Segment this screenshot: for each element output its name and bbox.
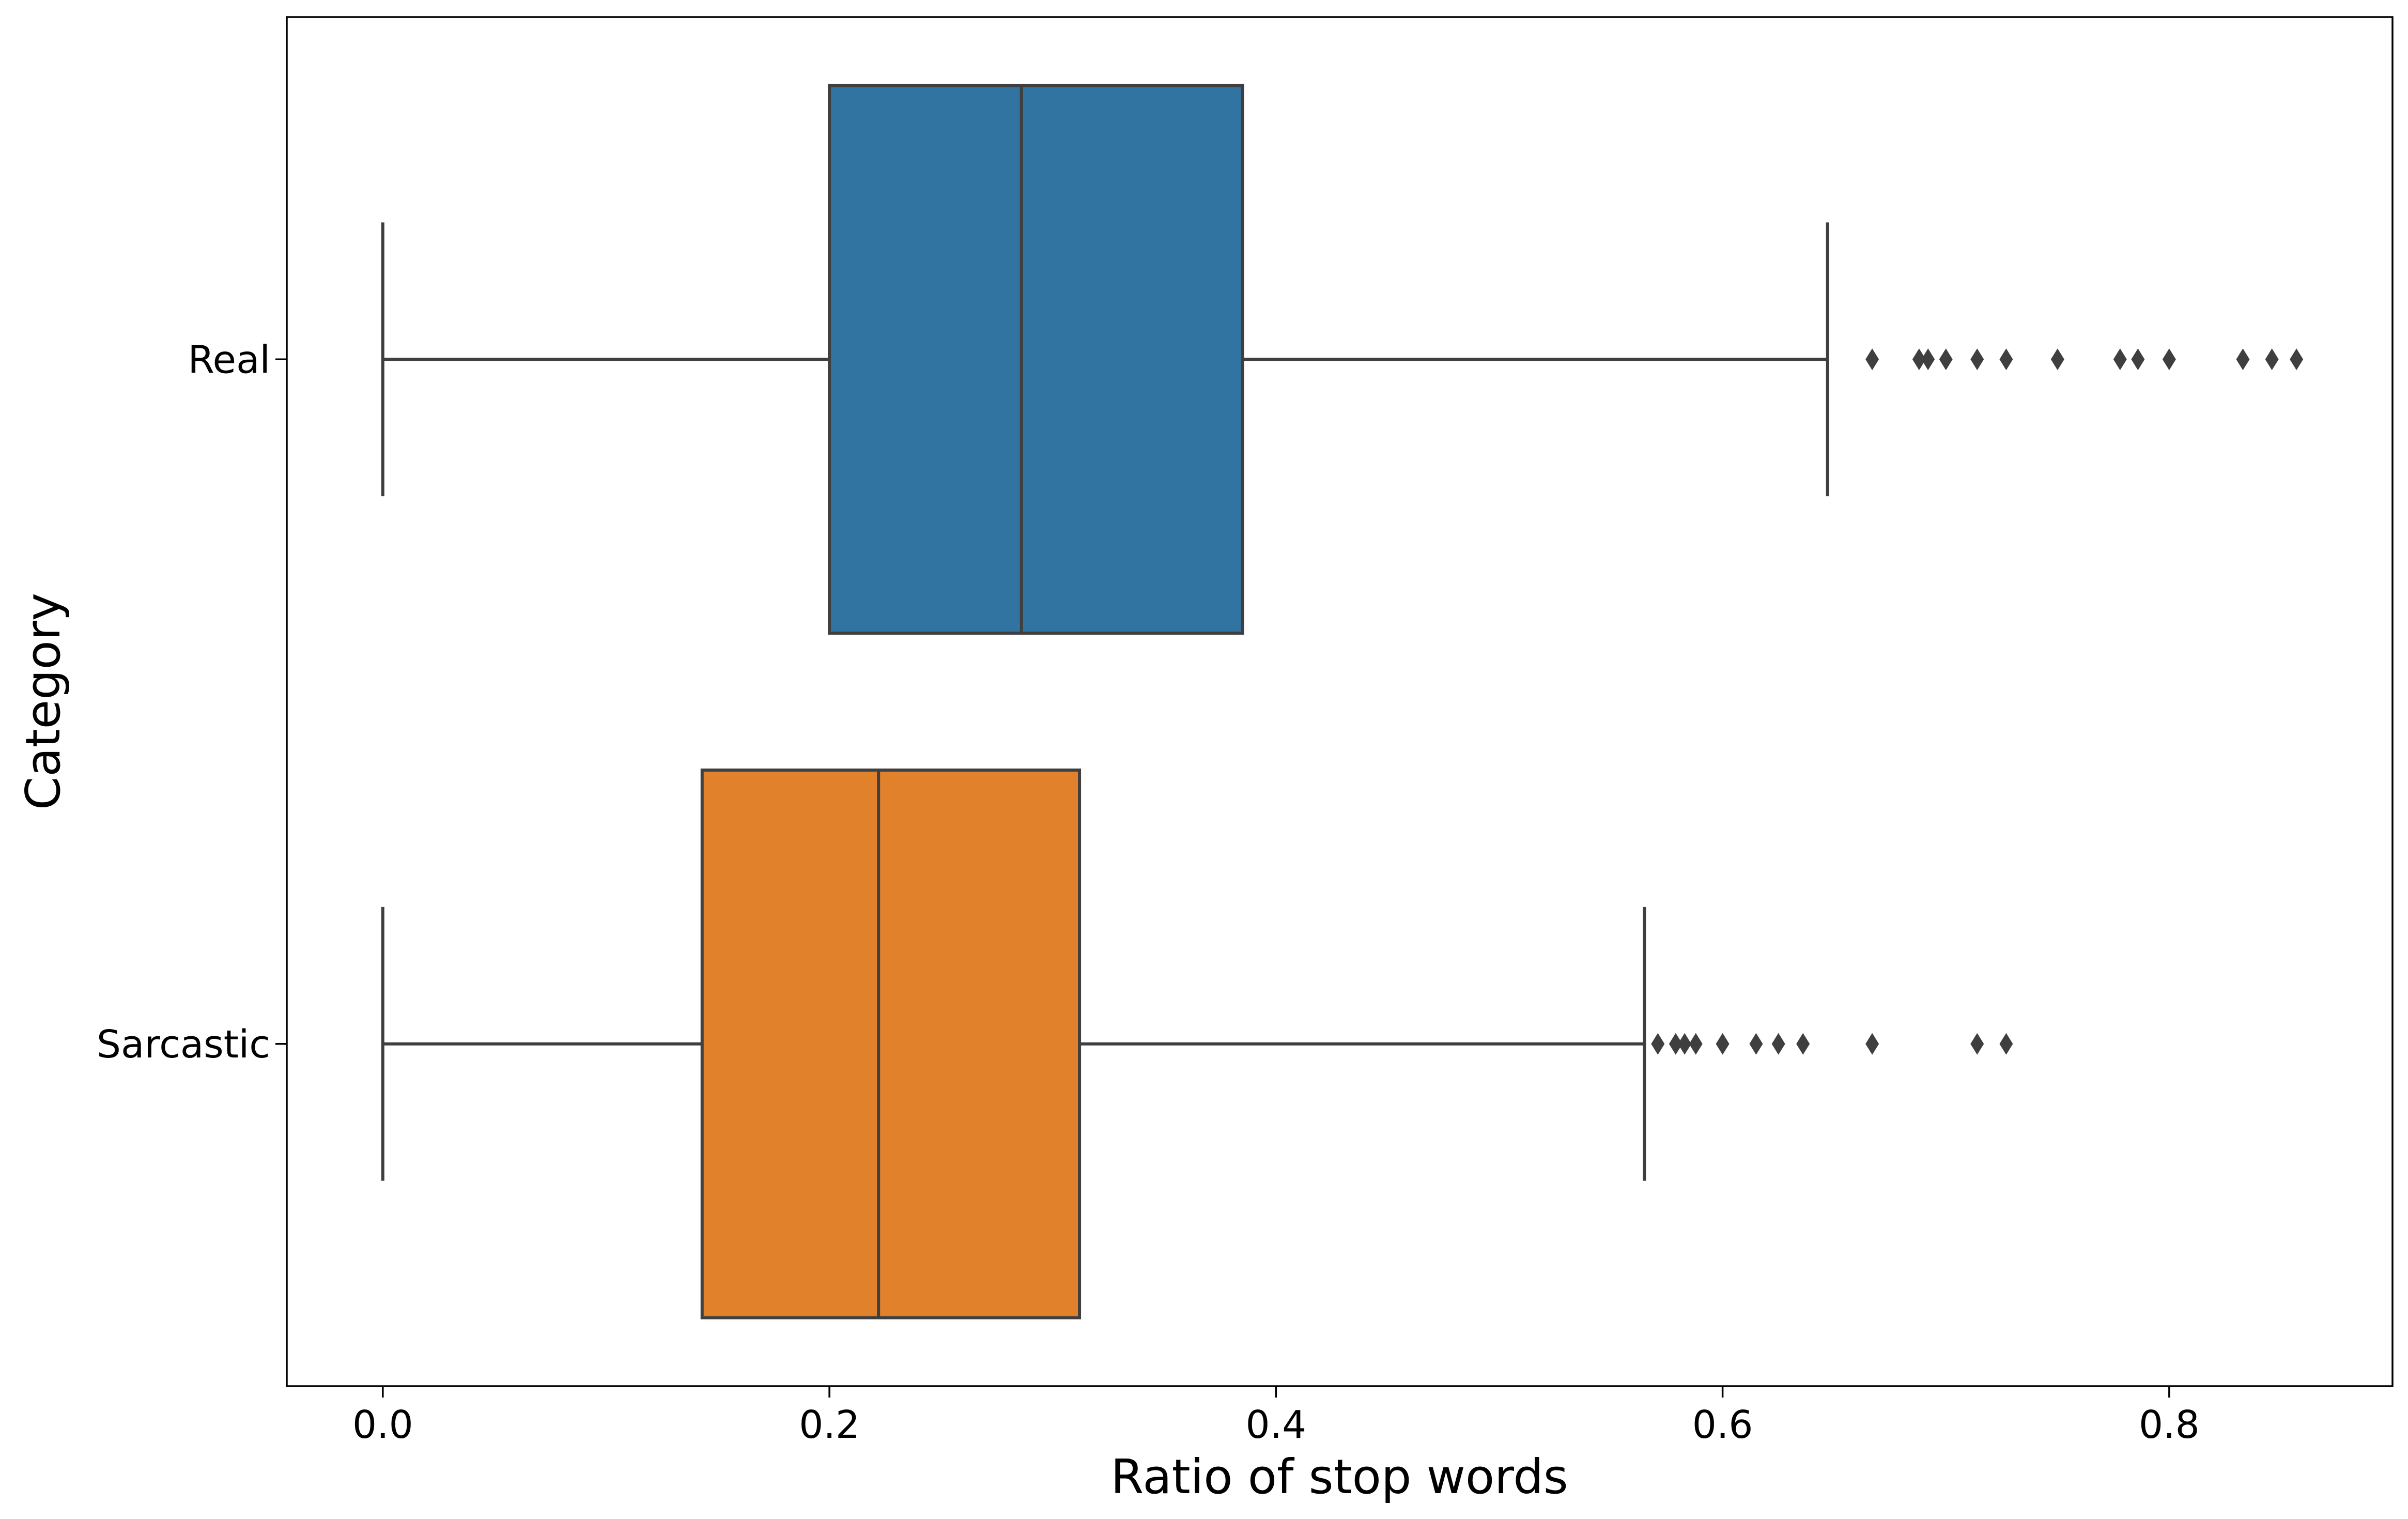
y-axis: Real Sarcastic [97,337,287,1067]
x-axis: 0.0 0.2 0.4 0.6 0.8 [352,1386,2200,1447]
y-axis-title: Category [16,593,71,810]
outlier-point-real [1912,348,1926,371]
box-sarcastic [700,768,1082,1319]
outlier-point-sarcastic [1678,1033,1692,1055]
outlier-point-real [1939,348,1953,371]
outlier-point-real [2050,348,2064,371]
outlier-point-sarcastic [1651,1033,1665,1055]
outlier-point-real [2290,348,2304,371]
x-tick-label: 0.0 [352,1403,413,1447]
outlier-point-sarcastic [1669,1033,1682,1055]
outlier-point-sarcastic [1716,1033,1730,1055]
outlier-point-real [2131,348,2145,371]
outlier-point-real [1970,348,1984,371]
outlier-point-real [1865,348,1879,371]
y-tick-label: Sarcastic [97,1022,270,1067]
x-tick-label: 0.4 [1245,1403,1306,1447]
outlier-point-real [1921,348,1935,371]
outlier-point-real [2162,348,2176,371]
outlier-point-real [2113,348,2127,371]
outlier-point-sarcastic [1999,1033,2013,1055]
outlier-point-real [2236,348,2250,371]
x-tick-label: 0.6 [1692,1403,1753,1447]
outlier-point-real [2265,348,2279,371]
y-tick-label: Real [188,337,270,382]
box-group [381,84,2304,1319]
outlier-point-sarcastic [1865,1033,1879,1055]
outlier-point-sarcastic [1771,1033,1785,1055]
plot-frame [286,16,2394,1387]
outlier-point-sarcastic [1689,1033,1703,1055]
outlier-point-sarcastic [1970,1033,1984,1055]
box-real [828,84,1244,635]
outlier-point-sarcastic [1796,1033,1810,1055]
outlier-point-real [1999,348,2013,371]
x-axis-title: Ratio of stop words [1110,1449,1568,1505]
x-tick-label: 0.2 [799,1403,860,1447]
x-tick-label: 0.8 [2139,1403,2200,1447]
outlier-point-sarcastic [1749,1033,1763,1055]
